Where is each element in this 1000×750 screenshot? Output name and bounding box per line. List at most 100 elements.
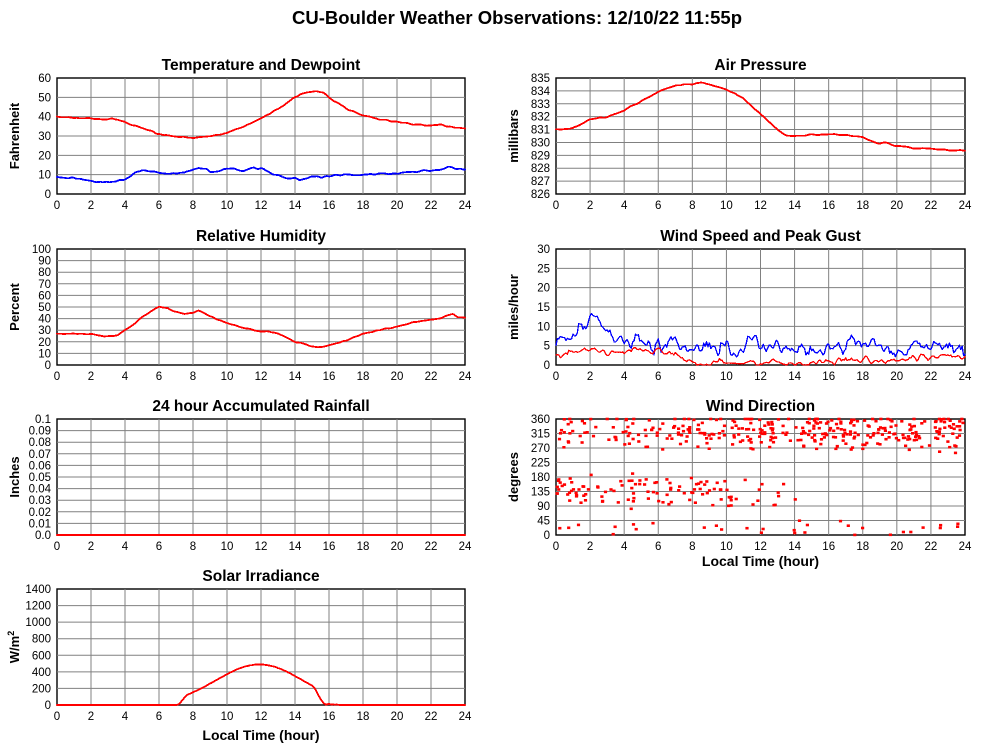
svg-text:2: 2 — [88, 200, 94, 212]
svg-text:10: 10 — [221, 711, 234, 723]
svg-text:25: 25 — [537, 263, 550, 275]
svg-text:2: 2 — [587, 371, 593, 383]
svg-text:30: 30 — [38, 325, 51, 337]
svg-text:14: 14 — [289, 200, 302, 212]
svg-text:14: 14 — [289, 711, 302, 723]
svg-text:0.1: 0.1 — [35, 414, 51, 426]
svg-text:16: 16 — [323, 711, 336, 723]
svg-text:14: 14 — [289, 371, 302, 383]
svg-text:830: 830 — [531, 137, 550, 149]
svg-text:270: 270 — [531, 443, 550, 455]
svg-text:18: 18 — [856, 541, 869, 553]
svg-text:Wind Direction: Wind Direction — [706, 398, 815, 415]
svg-text:200: 200 — [32, 683, 51, 695]
svg-text:10: 10 — [720, 541, 733, 553]
svg-text:16: 16 — [822, 371, 835, 383]
svg-text:135: 135 — [531, 487, 550, 499]
svg-text:Air Pressure: Air Pressure — [714, 57, 807, 74]
svg-text:5: 5 — [544, 341, 550, 353]
svg-text:14: 14 — [289, 541, 302, 553]
svg-text:8: 8 — [689, 200, 695, 212]
svg-text:degrees: degrees — [506, 452, 521, 502]
svg-text:1400: 1400 — [25, 584, 51, 596]
svg-text:20: 20 — [890, 200, 903, 212]
svg-text:18: 18 — [357, 541, 370, 553]
svg-text:Relative Humidity: Relative Humidity — [196, 228, 326, 245]
svg-text:24: 24 — [459, 541, 472, 553]
svg-text:18: 18 — [357, 200, 370, 212]
svg-text:16: 16 — [323, 200, 336, 212]
svg-text:12: 12 — [754, 371, 767, 383]
svg-text:Temperature and Dewpoint: Temperature and Dewpoint — [162, 57, 361, 74]
svg-text:4: 4 — [122, 200, 129, 212]
svg-text:22: 22 — [425, 200, 438, 212]
svg-text:6: 6 — [156, 711, 162, 723]
svg-text:4: 4 — [122, 711, 129, 723]
svg-text:22: 22 — [925, 541, 938, 553]
svg-text:0: 0 — [553, 541, 559, 553]
svg-text:20: 20 — [537, 283, 550, 295]
svg-text:24: 24 — [959, 541, 972, 553]
svg-text:50: 50 — [38, 92, 51, 104]
svg-text:CU-Boulder Weather Observation: CU-Boulder Weather Observations: 12/10/2… — [292, 7, 742, 28]
svg-text:10: 10 — [537, 321, 550, 333]
svg-text:Inches: Inches — [7, 456, 22, 497]
svg-text:4: 4 — [621, 200, 628, 212]
svg-text:6: 6 — [655, 371, 661, 383]
svg-text:16: 16 — [323, 371, 336, 383]
svg-text:24: 24 — [459, 711, 472, 723]
svg-text:16: 16 — [822, 541, 835, 553]
svg-text:22: 22 — [425, 711, 438, 723]
svg-text:4: 4 — [122, 371, 129, 383]
svg-text:45: 45 — [537, 516, 550, 528]
svg-text:Local Time (hour): Local Time (hour) — [202, 727, 319, 743]
svg-text:0.07: 0.07 — [29, 449, 51, 461]
svg-text:14: 14 — [788, 541, 801, 553]
svg-text:40: 40 — [38, 314, 51, 326]
svg-text:835: 835 — [531, 73, 550, 85]
svg-text:0: 0 — [54, 541, 60, 553]
svg-text:50: 50 — [38, 302, 51, 314]
svg-text:80: 80 — [38, 267, 51, 279]
svg-text:828: 828 — [531, 163, 550, 175]
svg-text:18: 18 — [856, 200, 869, 212]
svg-text:2: 2 — [88, 371, 94, 383]
svg-text:6: 6 — [655, 541, 661, 553]
svg-text:180: 180 — [531, 472, 550, 484]
svg-text:360: 360 — [531, 414, 550, 426]
svg-text:800: 800 — [32, 634, 51, 646]
svg-text:4: 4 — [621, 541, 628, 553]
svg-text:2: 2 — [88, 711, 94, 723]
svg-text:0.0: 0.0 — [35, 530, 51, 542]
svg-text:18: 18 — [357, 711, 370, 723]
svg-text:Fahrenheit: Fahrenheit — [7, 102, 22, 169]
svg-text:0.04: 0.04 — [29, 484, 52, 496]
svg-text:0: 0 — [54, 711, 60, 723]
svg-text:6: 6 — [156, 200, 162, 212]
svg-text:1000: 1000 — [25, 617, 51, 629]
svg-text:18: 18 — [856, 371, 869, 383]
svg-text:4: 4 — [621, 371, 628, 383]
svg-text:14: 14 — [788, 371, 801, 383]
svg-text:8: 8 — [190, 371, 196, 383]
svg-text:90: 90 — [38, 256, 51, 268]
svg-text:0: 0 — [544, 530, 550, 542]
svg-text:0: 0 — [553, 200, 559, 212]
svg-text:8: 8 — [190, 200, 196, 212]
svg-text:12: 12 — [255, 711, 268, 723]
svg-text:15: 15 — [537, 302, 550, 314]
svg-text:16: 16 — [822, 200, 835, 212]
svg-text:832: 832 — [531, 112, 550, 124]
svg-text:2: 2 — [88, 541, 94, 553]
svg-text:20: 20 — [38, 150, 51, 162]
svg-text:10: 10 — [720, 371, 733, 383]
svg-text:6: 6 — [156, 371, 162, 383]
svg-text:24: 24 — [959, 371, 972, 383]
svg-text:6: 6 — [156, 541, 162, 553]
svg-text:24 hour Accumulated Rainfall: 24 hour Accumulated Rainfall — [152, 398, 369, 415]
svg-text:12: 12 — [255, 371, 268, 383]
svg-text:millibars: millibars — [506, 109, 521, 162]
svg-text:20: 20 — [890, 371, 903, 383]
svg-text:22: 22 — [925, 200, 938, 212]
svg-text:10: 10 — [38, 170, 51, 182]
